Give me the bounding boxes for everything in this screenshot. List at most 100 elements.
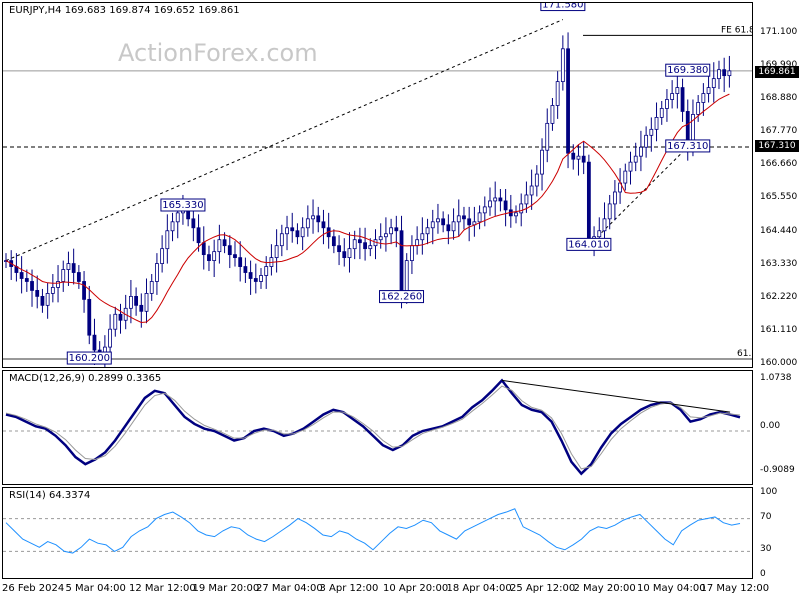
candle-body xyxy=(82,281,86,300)
candle-body xyxy=(295,230,300,238)
candle-body xyxy=(727,70,732,77)
rsi-tick-label: 100 xyxy=(760,487,778,497)
candle-body xyxy=(597,230,602,238)
candle-body xyxy=(711,78,716,88)
candle-body xyxy=(628,161,633,172)
price-tick-label: 166.660 xyxy=(760,159,798,170)
candle-body xyxy=(331,236,336,247)
time-tick-label: 17 May 12:00 xyxy=(700,583,770,594)
macd-line xyxy=(5,378,741,476)
candle-body xyxy=(30,281,34,291)
candle-body xyxy=(607,203,612,220)
candle-body xyxy=(581,155,586,163)
candle-body xyxy=(253,278,258,282)
macd-panel[interactable]: MACD(12,26,9) 0.2899 0.3365 xyxy=(2,370,753,485)
candle-body xyxy=(659,108,664,118)
candle-body xyxy=(311,215,315,220)
candle-body xyxy=(24,278,29,282)
candle-body xyxy=(129,295,133,309)
macd-tick-label: 0.00 xyxy=(760,421,781,431)
candle-body xyxy=(238,257,243,267)
watermark-text: ActionForex.com xyxy=(118,39,318,67)
macd-signal-line xyxy=(5,385,741,470)
candle-body xyxy=(493,197,498,202)
price-annotation-box xyxy=(566,237,612,251)
price-tick-label: 161.110 xyxy=(760,324,798,335)
time-tick-label: 26 Feb 2024 xyxy=(2,583,65,594)
candle-body xyxy=(436,218,440,223)
candle-body xyxy=(87,298,92,336)
candle-body xyxy=(441,218,446,226)
price-tick-label: 165.550 xyxy=(760,192,798,203)
candle-body xyxy=(555,81,560,106)
candle-body xyxy=(285,227,289,235)
candle-body xyxy=(550,105,555,124)
price-chart-panel[interactable]: EURJPY,H4 169.683 169.874 169.652 169.86… xyxy=(2,2,753,368)
support-price-tag-text: 167.310 xyxy=(758,141,796,151)
candle-body xyxy=(722,69,727,77)
time-tick-label: 25 Apr 12:00 xyxy=(510,583,576,594)
candle-body xyxy=(665,99,669,109)
candle-body xyxy=(227,245,232,256)
candle-body xyxy=(300,227,305,238)
candle-body xyxy=(503,200,508,211)
candle-body xyxy=(357,239,362,244)
candle-body xyxy=(290,227,295,232)
candle-body xyxy=(45,293,50,306)
macd-divergence-line xyxy=(501,379,731,413)
candle-body xyxy=(462,215,466,220)
price-annotation-label: 167.310 xyxy=(667,141,708,152)
candle-body xyxy=(201,242,206,256)
candle-body xyxy=(71,263,76,273)
candle-body xyxy=(420,233,425,241)
candle-body xyxy=(696,102,701,115)
price-tick-label: 163.330 xyxy=(760,258,798,269)
rsi-panel[interactable]: RSI(14) 64.3374 xyxy=(2,487,753,579)
candle-body xyxy=(149,281,154,294)
candle-body xyxy=(384,233,388,238)
candle-body xyxy=(50,287,55,294)
candle-body xyxy=(363,242,367,250)
candle-body xyxy=(191,218,196,229)
rsi-tick-label: 0 xyxy=(760,569,766,579)
candle-body xyxy=(19,272,24,279)
candle-body xyxy=(612,191,617,205)
candle-body xyxy=(368,245,373,250)
macd-axis: 1.0738 0.00 -0.9089 xyxy=(755,370,800,485)
candle-body xyxy=(529,185,534,196)
candle-body xyxy=(399,230,404,297)
time-tick-label: 10 Apr 20:00 xyxy=(383,583,449,594)
price-annotation-label: 164.010 xyxy=(568,239,609,250)
candle-body xyxy=(316,215,321,223)
candle-body xyxy=(430,221,435,229)
price-tick-label: 162.220 xyxy=(760,291,798,302)
last-price-tag-text: 169.861 xyxy=(758,67,796,77)
candle-body xyxy=(342,251,347,259)
candle-body xyxy=(113,313,118,330)
candle-body xyxy=(212,251,217,261)
candle-body xyxy=(649,128,654,136)
time-tick-label: 5 Mar 04:00 xyxy=(65,583,126,594)
candle-body xyxy=(675,87,680,94)
price-chart-svg: FE 61.8 61.8 171.580 165.330 169.380 167.310 1… xyxy=(3,3,752,367)
candle-body xyxy=(378,236,383,241)
rsi-tick-label: 70 xyxy=(760,511,772,522)
price-annotation-box xyxy=(665,63,711,77)
price-chart-header: EURJPY,H4 169.683 169.874 169.652 169.86… xyxy=(9,5,240,16)
candle-body xyxy=(623,170,628,184)
price-annotation-box xyxy=(160,198,206,212)
candle-body xyxy=(602,218,607,232)
candle-body xyxy=(61,269,66,282)
price-annotation-label: 162.260 xyxy=(381,292,422,303)
candle-body xyxy=(35,290,40,297)
time-tick-label: 2 May 20:00 xyxy=(573,583,636,594)
trendline xyxy=(588,146,689,246)
candle-body xyxy=(279,233,284,247)
candle-body xyxy=(586,161,591,244)
candle-body xyxy=(545,122,550,151)
candle-body xyxy=(410,245,414,261)
candle-body xyxy=(654,117,659,130)
last-price-tag: 169.861 xyxy=(755,66,799,78)
candle-body xyxy=(685,111,690,145)
candle-body xyxy=(207,254,211,261)
